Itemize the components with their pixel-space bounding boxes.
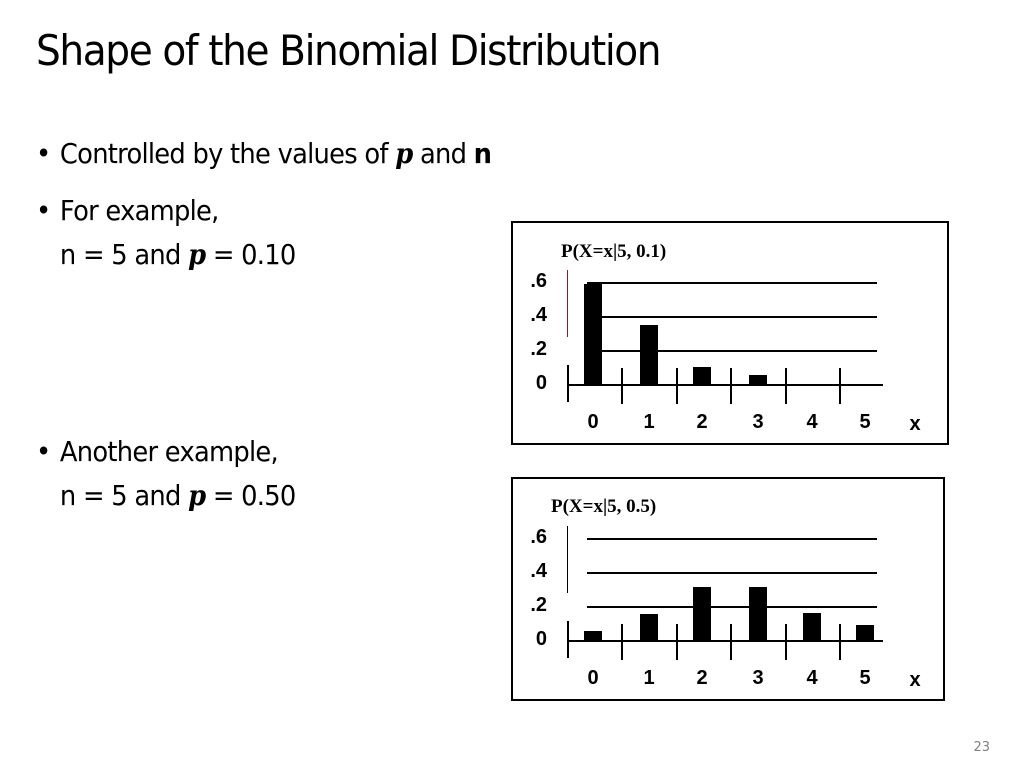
bar-x-4 <box>803 613 821 640</box>
y-tick-label: 0 <box>535 372 547 394</box>
bullet-dot-icon: • <box>36 194 51 227</box>
y-tick-label: .6 <box>530 270 547 292</box>
y-axis-line <box>567 526 568 593</box>
bar-x-0 <box>584 631 602 640</box>
binomial-chart-p010: P(X=x|5, 0.1) .6 .4 .2 0 0 1 2 3 4 5 x <box>511 221 949 445</box>
y-tick-label: .2 <box>530 338 547 360</box>
x-tick <box>621 624 623 660</box>
gridline <box>587 350 877 352</box>
bar-x-5 <box>856 625 874 640</box>
x-axis-label: x <box>909 669 921 691</box>
y-tick-label: 0 <box>535 628 547 650</box>
x-tick-label: 1 <box>643 667 655 689</box>
bar-x-2 <box>693 587 711 640</box>
x-tick-label: 2 <box>696 411 708 433</box>
y-axis-line <box>567 365 569 402</box>
x-tick <box>839 368 841 404</box>
x-tick <box>676 624 678 660</box>
bar-x-1 <box>640 325 658 384</box>
x-tick <box>785 368 787 404</box>
x-tick <box>621 368 623 404</box>
y-tick-label: .6 <box>530 526 547 548</box>
gridline <box>587 316 877 318</box>
bar-x-1 <box>640 614 658 640</box>
bullet-dot-icon: • <box>36 137 51 170</box>
y-axis-line <box>567 270 568 337</box>
page-number: 23 <box>973 740 990 755</box>
bullet-text: For example, <box>59 194 219 227</box>
bullet-text: Controlled by the values of <box>59 137 396 170</box>
y-tick-label: .4 <box>530 304 547 326</box>
x-tick-label: 0 <box>587 411 599 433</box>
bullet-another-example: • Another example, n = 5 and p = 0.50 <box>36 430 296 518</box>
math-p: p <box>188 479 206 512</box>
gridline <box>587 572 877 574</box>
y-axis-line <box>567 621 569 658</box>
bullet-text: and <box>412 137 474 170</box>
gridline <box>587 538 877 540</box>
gridline <box>587 606 877 608</box>
x-tick-label: 5 <box>859 667 871 689</box>
bar-x-2 <box>693 367 711 384</box>
x-tick-label: 1 <box>643 411 655 433</box>
x-tick-label: 0 <box>587 667 599 689</box>
x-tick <box>730 624 732 660</box>
bold-n: n <box>473 137 492 170</box>
chart-title: P(X=x|5, 0.1) <box>561 241 667 262</box>
binomial-chart-p050: P(X=x|5, 0.5) .6 .4 .2 0 0 1 2 3 4 5 x <box>511 477 945 701</box>
bullet-text: n = 5 and <box>59 238 189 271</box>
x-tick <box>839 624 841 660</box>
slide-title: Shape of the Binomial Distribution <box>36 26 662 75</box>
x-axis-line <box>569 384 883 386</box>
x-tick-label: 3 <box>752 411 764 433</box>
gridline <box>587 282 877 284</box>
bullet-text: n = 5 and <box>59 479 189 512</box>
x-tick <box>730 368 732 404</box>
x-tick-label: 4 <box>806 667 818 689</box>
bullet-for-example: • For example, n = 5 and p = 0.10 <box>36 189 296 277</box>
bullet-controlled-by: • Controlled by the values of p and n <box>36 132 492 176</box>
math-p: p <box>188 238 206 271</box>
bar-x-3 <box>749 587 767 640</box>
bullet-text: = 0.10 <box>205 238 296 271</box>
x-axis-line <box>569 640 883 642</box>
x-axis-label: x <box>909 413 921 435</box>
y-tick-label: .2 <box>530 594 547 616</box>
x-tick-label: 3 <box>752 667 764 689</box>
math-p: p <box>395 137 413 170</box>
bullet-text: = 0.50 <box>205 479 296 512</box>
bullet-text: Another example, <box>59 435 279 468</box>
y-tick-label: .4 <box>530 560 547 582</box>
x-tick-label: 4 <box>806 411 818 433</box>
bullet-dot-icon: • <box>36 435 51 468</box>
bar-x-3 <box>749 375 767 384</box>
chart-title: P(X=x|5, 0.5) <box>551 496 657 517</box>
x-tick <box>676 368 678 404</box>
x-tick-label: 2 <box>696 667 708 689</box>
bar-x-0 <box>584 284 602 384</box>
x-tick <box>785 624 787 660</box>
x-tick-label: 5 <box>859 411 871 433</box>
